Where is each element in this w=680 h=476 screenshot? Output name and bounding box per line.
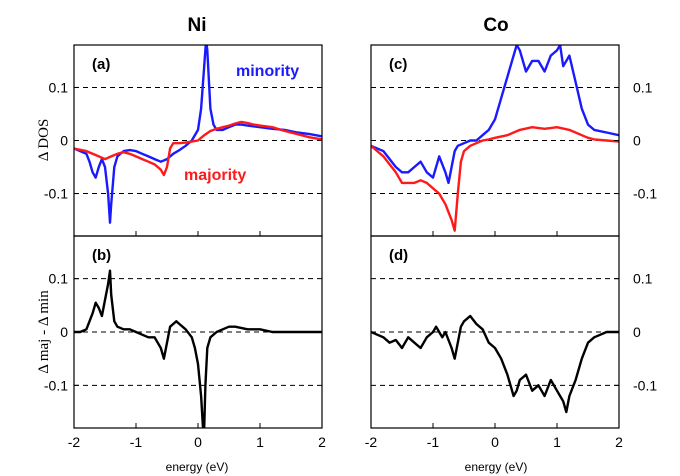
xlabel-right: energy (eV): [465, 460, 528, 474]
ytick-label-b-1: 0: [60, 324, 68, 340]
ytick-label-d-2: 0.1: [633, 271, 653, 287]
plot-area: -0.1 0 0.1 (a) -0.1 0 0.1 -2 -1 0 1 2 (b) -0.1 0 0.1 (c)…: [44, 44, 657, 450]
xtick-label-b-1: -1: [130, 434, 143, 450]
ytick-label-c-2: 0.1: [633, 79, 653, 95]
xtick-label-d-3: 1: [553, 434, 561, 450]
panel-label-a: (a): [92, 56, 110, 73]
ylabel-top: Δ DOS: [36, 119, 52, 162]
minority-label: minority: [236, 63, 299, 80]
xtick-label-b-4: 2: [318, 434, 326, 450]
ytick-label-a-2: 0.1: [49, 79, 69, 95]
title-co: Co: [483, 15, 508, 36]
panel-label-c: (c): [389, 56, 407, 73]
xtick-label-d-2: 0: [491, 434, 499, 450]
panel-label-d: (d): [389, 247, 408, 264]
xtick-label-b-2: 0: [194, 434, 202, 450]
title-ni: Ni: [188, 15, 207, 36]
ylabel-bottom: Δ maj - Δ min: [36, 290, 52, 374]
ytick-label-b-0: -0.1: [44, 377, 68, 393]
ytick-label-a-0: -0.1: [44, 186, 68, 202]
xtick-label-d-1: -1: [427, 434, 440, 450]
series-d-difference: [371, 314, 619, 414]
xtick-label-d-4: 2: [615, 434, 623, 450]
ytick-label-d-0: -0.1: [633, 377, 657, 393]
ytick-label-b-2: 0.1: [49, 271, 69, 287]
series-c-majority: [371, 125, 619, 232]
xtick-label-b-3: 1: [256, 434, 264, 450]
ytick-label-c-0: -0.1: [633, 186, 657, 202]
xtick-label-d-0: -2: [365, 434, 378, 450]
series-a-majority: [74, 120, 322, 177]
series-a-minority: [74, 45, 322, 224]
xtick-label-b-0: -2: [68, 434, 81, 450]
majority-label: majority: [184, 167, 246, 184]
ytick-label-a-1: 0: [60, 133, 68, 149]
series-c-minority: [371, 45, 619, 185]
series-b-difference: [74, 269, 322, 428]
ytick-label-c-1: 0: [633, 133, 641, 149]
xlabel-left: energy (eV): [166, 460, 229, 474]
ytick-label-d-1: 0: [633, 324, 641, 340]
panel-label-b: (b): [92, 247, 111, 264]
